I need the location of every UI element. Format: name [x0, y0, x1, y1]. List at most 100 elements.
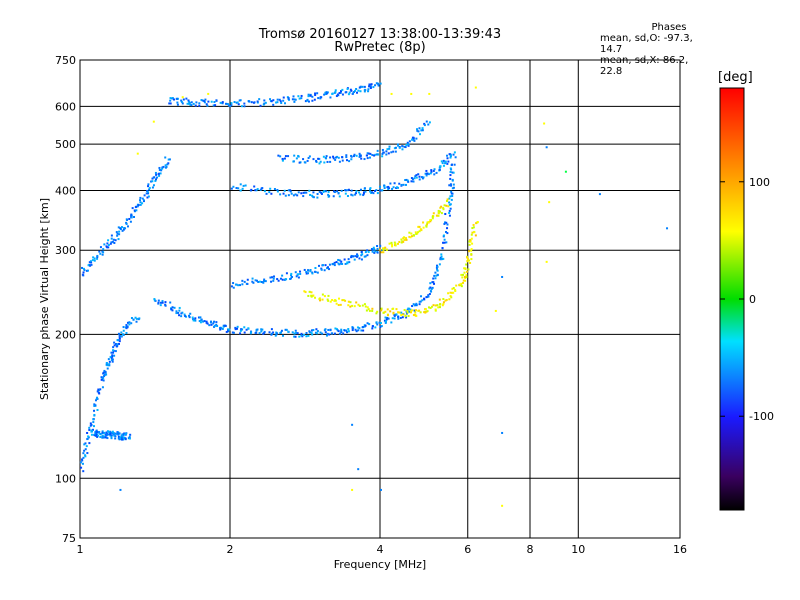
echo-point — [359, 188, 362, 191]
echo-point — [467, 268, 470, 271]
echo-point — [323, 295, 326, 298]
x-tick-label: 6 — [464, 543, 471, 556]
echo-point — [367, 308, 370, 311]
echo-point — [158, 174, 161, 177]
echo-point — [119, 335, 122, 338]
echo-point — [401, 145, 404, 148]
echo-point — [113, 354, 116, 357]
echo-point — [348, 160, 351, 163]
echo-point — [123, 433, 126, 436]
echo-point — [302, 191, 305, 194]
echo-point — [309, 269, 312, 272]
echo-point — [242, 184, 245, 187]
echo-point — [227, 328, 230, 331]
echo-point — [451, 192, 454, 195]
echo-point — [176, 97, 179, 100]
echo-point — [112, 346, 115, 349]
echo-point — [111, 358, 114, 361]
echo-trace-7 — [379, 198, 450, 254]
echo-point — [194, 317, 197, 320]
echo-point — [343, 258, 346, 261]
echo-point — [415, 137, 418, 140]
echo-point — [399, 316, 402, 319]
echo-point — [347, 330, 350, 333]
echo-point — [408, 140, 411, 143]
echo-point — [147, 185, 150, 188]
echo-point — [376, 247, 379, 250]
echo-point — [322, 155, 325, 158]
echo-point — [138, 317, 141, 320]
echo-point — [445, 298, 448, 301]
echo-point — [466, 258, 469, 261]
echo-point — [473, 231, 476, 234]
y-tick-label: 100 — [55, 472, 76, 485]
echo-point — [443, 222, 446, 225]
echo-point — [331, 298, 334, 301]
echo-point — [340, 90, 343, 93]
echo-point — [147, 191, 150, 194]
echo-point — [363, 158, 366, 161]
echo-point — [219, 328, 222, 331]
echo-point — [379, 82, 382, 85]
echo-point — [353, 153, 356, 156]
echo-point — [377, 83, 380, 86]
echo-point — [415, 314, 418, 317]
echo-point — [446, 198, 449, 201]
echo-point — [105, 373, 108, 376]
echo-point — [418, 300, 421, 303]
echo-trace-6 — [303, 221, 479, 318]
echo-point — [150, 180, 153, 183]
echo-point — [300, 334, 303, 337]
echo-point — [412, 303, 415, 306]
echo-point — [316, 193, 319, 196]
echo-point — [230, 102, 233, 105]
echo-point — [159, 301, 162, 304]
echo-point — [312, 158, 315, 161]
echo-point — [276, 98, 279, 101]
echo-point — [392, 307, 395, 310]
echo-point — [370, 248, 373, 251]
echo-point — [438, 166, 441, 169]
echo-point — [394, 150, 397, 153]
echo-point — [282, 99, 285, 102]
echo-point — [139, 196, 142, 199]
echo-point — [230, 285, 233, 288]
echo-point — [210, 323, 213, 326]
echo-point — [407, 144, 410, 147]
echo-point — [431, 217, 434, 220]
echo-point — [462, 279, 465, 282]
echo-point — [243, 105, 246, 108]
echo-point — [227, 103, 230, 106]
echo-trace-2 — [277, 120, 431, 165]
echo-point — [122, 329, 125, 332]
echo-point — [96, 396, 99, 399]
echo-point — [298, 335, 301, 338]
echo-point — [474, 86, 477, 89]
echo-point — [103, 243, 106, 246]
echo-point — [382, 151, 385, 154]
echo-point — [300, 192, 303, 195]
echo-point — [444, 160, 447, 163]
echo-point — [302, 158, 305, 161]
echo-point — [335, 95, 338, 98]
echo-point — [117, 332, 120, 335]
echo-point — [341, 299, 344, 302]
echo-point — [259, 188, 262, 191]
echo-point — [395, 308, 398, 311]
echo-point — [431, 215, 434, 218]
echo-point — [102, 251, 105, 254]
echo-point — [449, 154, 452, 157]
echo-point — [442, 208, 445, 211]
echo-point — [130, 216, 133, 219]
echo-point — [402, 240, 405, 243]
echo-point — [384, 310, 387, 313]
echo-point — [114, 350, 117, 353]
echo-point — [564, 170, 567, 173]
echo-point — [101, 430, 104, 433]
echo-point — [380, 249, 383, 252]
x-axis-label: Frequency [MHz] — [334, 558, 426, 571]
echo-point — [90, 430, 93, 433]
echo-point — [339, 91, 342, 94]
echo-point — [404, 179, 407, 182]
echo-point — [272, 103, 275, 106]
